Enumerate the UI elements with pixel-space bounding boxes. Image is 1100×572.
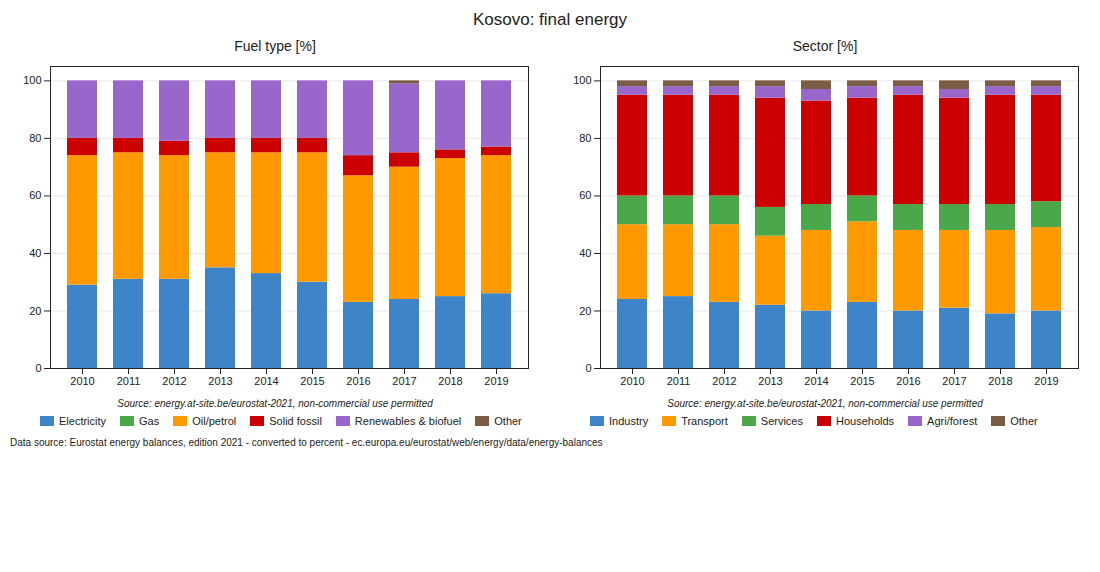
svg-text:2015: 2015 (300, 375, 324, 387)
svg-text:2014: 2014 (804, 375, 828, 387)
html-text:Other: Other (494, 415, 522, 427)
svg-text:2012: 2012 (162, 375, 186, 387)
html-text:Electricity: Electricity (59, 415, 107, 427)
html-text:Oil/petrol: Oil/petrol (192, 415, 237, 427)
svg-text:80: 80 (579, 132, 591, 144)
html-text:Solid fossil: Solid fossil (269, 415, 322, 427)
html-text:Other: Other (1010, 415, 1038, 427)
html-text:Fuel type [%]: Fuel type [%] (234, 38, 316, 54)
svg-text:40: 40 (579, 247, 591, 259)
svg-text:2016: 2016 (896, 375, 920, 387)
html-text:Source: energy.at-site.be/euro: Source: energy.at-site.be/eurostat-2021,… (667, 398, 983, 409)
html-text:Households: Households (836, 415, 895, 427)
svg-text:2019: 2019 (1034, 375, 1058, 387)
html-text:Source: energy.at-site.be/euro: Source: energy.at-site.be/eurostat-2021,… (117, 398, 433, 409)
svg-text:2011: 2011 (667, 375, 691, 387)
html-text:Sector [%]: Sector [%] (792, 38, 858, 54)
svg-text:60: 60 (579, 189, 591, 201)
svg-text:2017: 2017 (942, 375, 966, 387)
svg-text:0: 0 (35, 362, 41, 374)
svg-text:2011: 2011 (117, 375, 141, 387)
svg-text:40: 40 (29, 247, 41, 259)
svg-text:2010: 2010 (620, 375, 644, 387)
svg-text:2019: 2019 (484, 375, 508, 387)
html-text:Kosovo: final energy: Kosovo: final energy (473, 10, 627, 29)
svg-text:2013: 2013 (758, 375, 782, 387)
svg-text:2014: 2014 (254, 375, 278, 387)
svg-text:2017: 2017 (392, 375, 416, 387)
svg-text:2015: 2015 (850, 375, 874, 387)
html-text:Services: Services (760, 415, 803, 427)
svg-text:2016: 2016 (346, 375, 370, 387)
svg-text:80: 80 (29, 132, 41, 144)
html-text:Renewables & biofuel: Renewables & biofuel (354, 415, 462, 427)
svg-text:20: 20 (29, 304, 41, 316)
svg-text:0: 0 (585, 362, 591, 374)
html-text:Data source: Eurostat energy b: Data source: Eurostat energy balances, e… (10, 437, 603, 448)
svg-text:2013: 2013 (208, 375, 232, 387)
html-text:Transport: Transport (681, 415, 728, 427)
html-text:Agri/forest: Agri/forest (927, 415, 978, 427)
svg-text:100: 100 (23, 74, 41, 86)
svg-text:2010: 2010 (70, 375, 94, 387)
svg-text:20: 20 (579, 304, 591, 316)
html-text:Gas: Gas (139, 415, 160, 427)
html-text:Industry: Industry (609, 415, 649, 427)
svg-text:2012: 2012 (712, 375, 736, 387)
svg-text:2018: 2018 (988, 375, 1012, 387)
svg-text:100: 100 (573, 74, 591, 86)
svg-text:60: 60 (29, 189, 41, 201)
svg-text:2018: 2018 (438, 375, 462, 387)
